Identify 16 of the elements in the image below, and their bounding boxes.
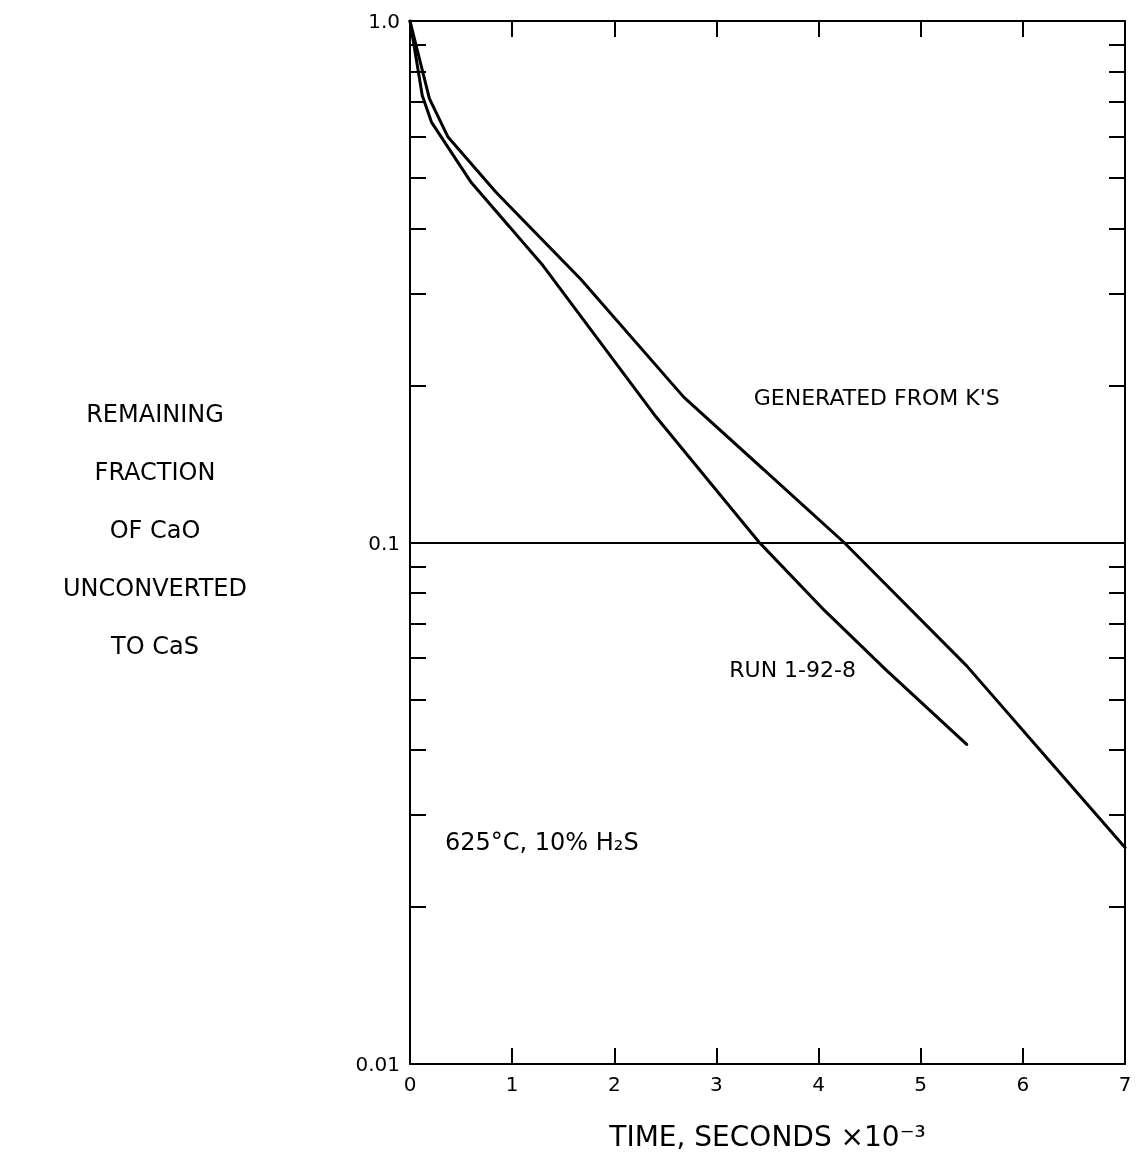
x-tick-label: 5 (914, 1072, 928, 1096)
x-tick-label: 7 (1118, 1072, 1132, 1096)
text: REMAINING FRACTION OF CaO UNCONVERTED TO CaS (63, 400, 247, 660)
y-tick-label: 1.0 (368, 9, 400, 33)
series-label: GENERATED FROM K'S (753, 384, 1000, 410)
x-tick-label: 6 (1016, 1072, 1030, 1096)
x-tick-label: 4 (812, 1072, 825, 1096)
x-axis-title: TIME, SECONDS ×10⁻³ (608, 1119, 926, 1153)
x-tick-label: 0 (403, 1072, 417, 1096)
x-tick-label: 1 (505, 1072, 519, 1096)
annotation: 625°C, 10% H₂S (445, 828, 639, 856)
y-tick-label: 0.01 (355, 1052, 400, 1076)
x-tick-label: 2 (607, 1072, 621, 1096)
series-label: RUN 1-92-8 (729, 657, 856, 683)
y-tick-label: 0.1 (368, 530, 400, 555)
x-tick-label: 3 (710, 1072, 723, 1096)
